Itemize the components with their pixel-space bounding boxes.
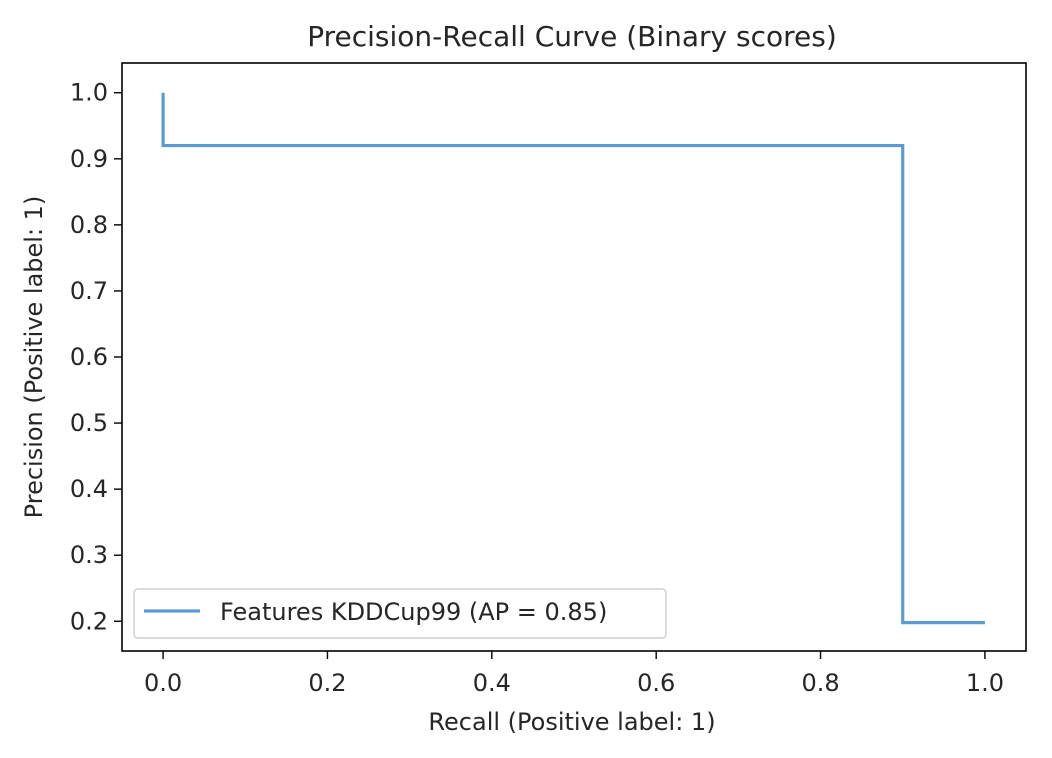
x-axis-ticks: 0.0 0.2 0.4 0.6 0.8 1.0 [144, 651, 1004, 697]
x-axis-label: Recall (Positive label: 1) [428, 708, 715, 736]
x-tick-label: 0.6 [637, 669, 675, 697]
plot-area: 0.0 0.2 0.4 0.6 0.8 1.0 0.2 0.3 0.4 0.5 0.6 0.7 0.8… [70, 62, 1027, 697]
legend-label: Features KDDCup99 (AP = 0.85) [220, 598, 607, 626]
series-line-0 [161, 92, 985, 625]
y-tick-label: 0.9 [70, 145, 108, 173]
series-layer [161, 92, 985, 625]
y-tick-label: 0.3 [70, 541, 108, 569]
y-tick-label: 0.5 [70, 409, 108, 437]
x-tick-label: 0.2 [308, 669, 346, 697]
x-tick-label: 0.8 [801, 669, 839, 697]
x-tick-label: 0.4 [473, 669, 511, 697]
y-tick-label: 0.4 [70, 475, 108, 503]
legend: Features KDDCup99 (AP = 0.85) [133, 588, 667, 639]
axes-frame [121, 62, 1027, 652]
y-tick-label: 0.6 [70, 343, 108, 371]
x-tick-label: 1.0 [966, 669, 1004, 697]
y-tick-label: 0.7 [70, 277, 108, 305]
chart-title: Precision-Recall Curve (Binary scores) [307, 20, 837, 53]
y-tick-label: 0.8 [70, 211, 108, 239]
y-axis-ticks: 0.2 0.3 0.4 0.5 0.6 0.7 0.8 0.9 1.0 [70, 79, 122, 635]
y-tick-label: 0.2 [70, 607, 108, 635]
legend-box [133, 588, 667, 639]
x-tick-label: 0.0 [144, 669, 182, 697]
y-axis-label: Precision (Positive label: 1) [20, 196, 48, 519]
y-tick-label: 1.0 [70, 79, 108, 107]
